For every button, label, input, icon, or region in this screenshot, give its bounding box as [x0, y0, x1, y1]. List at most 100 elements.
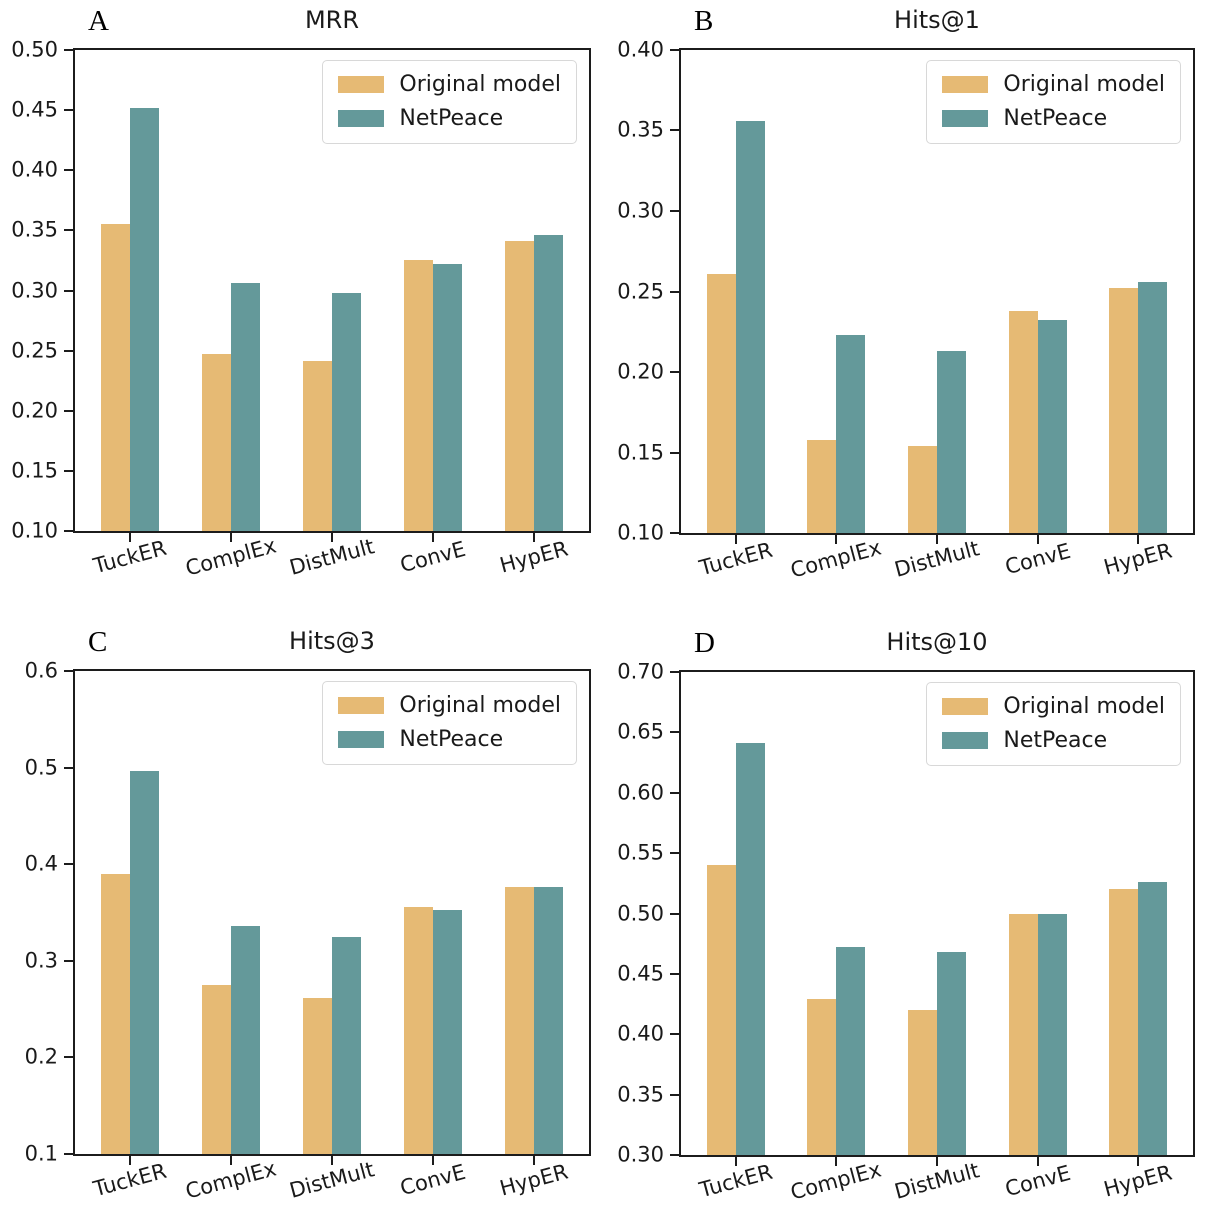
bar-original-model-complex [807, 439, 837, 533]
y-tick-label: 0.50 [617, 901, 664, 925]
legend-item-original-model: Original model [338, 72, 561, 97]
x-tick-mark [229, 533, 232, 542]
x-tick-label-conve: ConvE [1002, 1160, 1073, 1202]
y-tick-mark [64, 1056, 73, 1059]
x-tick-label-complex: ComplEx [788, 1157, 885, 1205]
y-tick-mark [64, 670, 73, 672]
legend-swatch-original-model [338, 76, 385, 94]
x-tick-mark [835, 1157, 838, 1166]
y-tick-mark [670, 972, 679, 975]
bar-original-model-tucker [100, 873, 130, 1154]
y-tick-mark [64, 109, 73, 112]
legend-item-netpeace: NetPeace [942, 728, 1165, 753]
legend-item-netpeace: NetPeace [338, 106, 561, 131]
x-tick-mark [128, 533, 131, 542]
bar-netpeace-distmult [937, 351, 966, 533]
x-tick-label-tucker: TuckER [90, 535, 169, 579]
bar-netpeace-hyper [534, 235, 563, 531]
x-tick-label-distmult: DistMult [286, 534, 377, 580]
legend: Original model NetPeace [926, 60, 1181, 144]
y-tick-label: 0.15 [11, 458, 58, 483]
bar-original-model-complex [807, 999, 837, 1155]
bar-original-model-conve [404, 260, 433, 531]
legend-item-original-model: Original model [338, 693, 561, 718]
x-tick-label-complex: ComplEx [788, 535, 885, 583]
y-tick-label: 0.5 [24, 755, 58, 780]
y-tick-mark [670, 731, 679, 734]
y-tick-label: 0.70 [617, 659, 664, 684]
y-tick-label: 0.40 [617, 37, 664, 62]
legend-item-netpeace: NetPeace [338, 727, 561, 752]
bar-original-model-tucker [706, 273, 736, 533]
legend-label-netpeace: NetPeace [399, 727, 504, 753]
bar-original-model-hyper [1109, 288, 1139, 533]
bar-netpeace-hyper [1138, 882, 1168, 1155]
y-tick-mark [64, 349, 73, 352]
y-tick-label: 0.50 [11, 37, 58, 62]
y-tick-label: 0.45 [11, 97, 58, 122]
bar-netpeace-distmult [937, 952, 966, 1155]
bar-netpeace-tucker [735, 743, 765, 1155]
legend-swatch-original-model [942, 698, 989, 716]
bar-netpeace-distmult [332, 936, 361, 1154]
y-tick-label: 0.55 [617, 840, 664, 865]
x-tick-label-distmult: DistMult [891, 536, 982, 582]
y-tick-mark [670, 852, 679, 855]
y-tick-label: 0.35 [11, 217, 58, 242]
y-tick-mark [670, 370, 679, 373]
legend-swatch-netpeace [338, 731, 385, 749]
y-tick-label: 0.30 [617, 1142, 664, 1167]
x-tick-mark [432, 533, 434, 542]
y-tick-label: 0.10 [617, 520, 664, 545]
plot-area-hits-10: 0.70 0.65 0.60 0.55 0.50 0.45 0.40 0.35 0.30 Tuck… [617, 661, 1195, 1205]
legend: Original model NetPeace [322, 60, 577, 144]
x-tick-label-tucker: TuckER [696, 1159, 775, 1203]
y-tick-label: 0.25 [617, 279, 664, 303]
bar-netpeace-complex [230, 926, 260, 1154]
bar-netpeace-conve [1037, 913, 1067, 1155]
y-tick-label: 0.6 [24, 658, 58, 683]
bar-netpeace-conve [433, 264, 462, 531]
bar-netpeace-tucker [735, 120, 765, 533]
legend-swatch-original-model [942, 76, 989, 94]
y-tick-mark [64, 959, 73, 962]
y-tick-label: 0.65 [617, 719, 664, 744]
bar-netpeace-tucker [129, 771, 159, 1154]
bar-original-model-conve [404, 906, 433, 1154]
legend-swatch-netpeace [942, 732, 989, 750]
legend-item-netpeace: NetPeace [942, 106, 1165, 131]
legend: Original model NetPeace [926, 682, 1181, 766]
y-tick-mark [670, 791, 679, 794]
bar-original-model-complex [201, 984, 231, 1154]
y-tick-mark [670, 1093, 679, 1096]
bar-netpeace-hyper [534, 887, 563, 1154]
bar-netpeace-complex [836, 947, 866, 1155]
bar-netpeace-conve [1037, 320, 1067, 533]
x-tick-label-hyper: HypER [497, 1159, 571, 1201]
y-tick-mark [670, 49, 679, 51]
y-tick-mark [64, 766, 73, 769]
panel-letter-c: C [88, 626, 108, 658]
x-tick-label-distmult: DistMult [891, 1158, 982, 1204]
legend-swatch-original-model [338, 697, 385, 715]
y-tick-mark [670, 290, 679, 293]
bar-netpeace-conve [433, 909, 462, 1154]
bar-original-model-hyper [1109, 889, 1139, 1155]
legend-label-original-model: Original model [1003, 72, 1165, 97]
legend-label-original-model: Original model [399, 72, 561, 97]
x-tick-mark [1036, 1157, 1039, 1166]
y-tick-mark [64, 49, 73, 51]
x-tick-label-complex: ComplEx [182, 1156, 279, 1204]
y-tick-mark [670, 209, 679, 212]
y-tick-label: 0.3 [24, 948, 58, 973]
x-tick-label-hyper: HypER [1101, 538, 1175, 580]
y-tick-label: 0.10 [11, 518, 58, 543]
x-tick-mark [229, 1156, 232, 1165]
panel-letter-b: B [694, 5, 714, 37]
bar-original-model-tucker [100, 224, 130, 531]
bar-original-model-hyper [505, 241, 534, 531]
legend-swatch-netpeace [338, 110, 385, 128]
x-tick-mark [331, 533, 333, 542]
